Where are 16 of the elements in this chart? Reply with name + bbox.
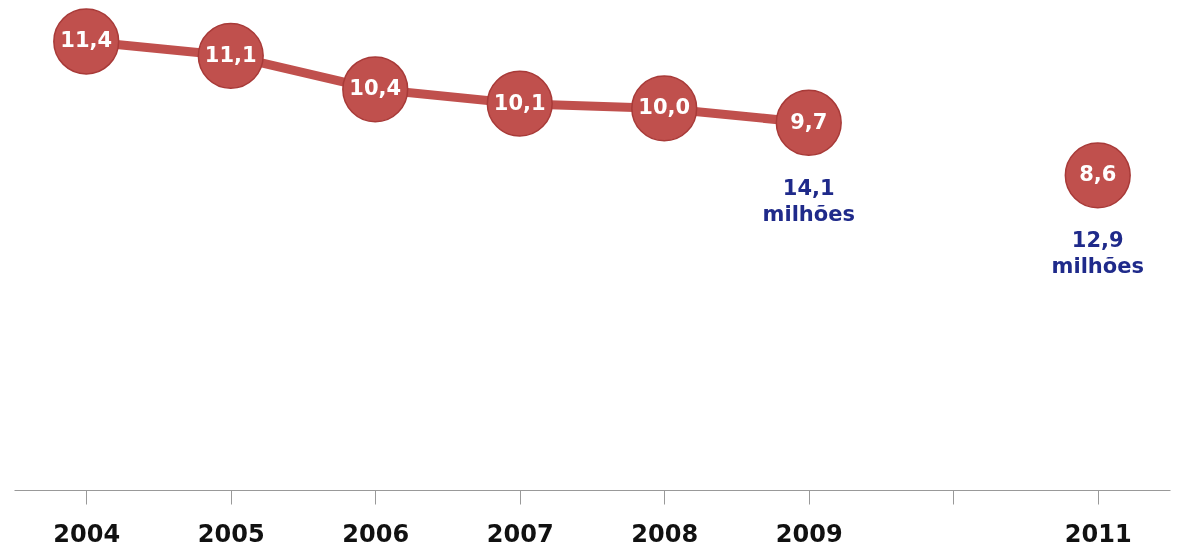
data-label: 9,7 — [790, 109, 828, 134]
annotation: 14,1 milhões — [762, 175, 855, 226]
data-label: 10,1 — [493, 90, 546, 115]
x-tick-label: 2007 — [486, 519, 554, 548]
x-tick-label: 2009 — [775, 519, 843, 548]
x-tick-label: 2008 — [631, 519, 699, 548]
x-tick-label: 2004 — [53, 519, 121, 548]
x-tick-label: 2011 — [1064, 519, 1132, 548]
data-label: 10,4 — [349, 76, 402, 101]
annotation: 12,9 milhões — [1051, 228, 1144, 279]
data-label: 11,1 — [204, 42, 257, 67]
x-tick-label: 2005 — [197, 519, 265, 548]
data-label: 8,6 — [1079, 162, 1117, 187]
data-label: 10,0 — [638, 95, 691, 120]
x-tick-label: 2006 — [342, 519, 410, 548]
data-label: 11,4 — [60, 28, 113, 53]
